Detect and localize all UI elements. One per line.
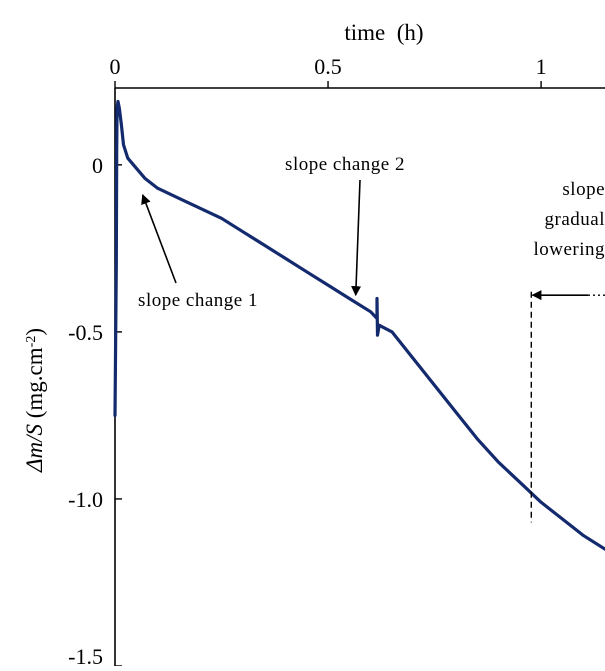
- annotations-layer: slope change 1 slope change 2 slope gradual…: [138, 154, 605, 523]
- x-axis-title: time (h): [344, 20, 423, 45]
- annotation-line: gradual: [545, 209, 605, 230]
- annotation-line: slope: [562, 179, 605, 200]
- x-tick-label: 1: [536, 54, 547, 79]
- annotation-line: slope change 2: [285, 154, 405, 175]
- series-layer: [113, 99, 605, 551]
- y-tick-label: 0: [92, 153, 103, 178]
- annotation-arrow: [141, 193, 177, 284]
- annotation-sgl: slope gradual lowering: [533, 179, 605, 260]
- y-axis-title-main: Δm/S: [22, 424, 47, 473]
- annotation-line: lowering: [533, 239, 605, 260]
- y-tick-label: -1.5: [68, 644, 103, 666]
- y-tick-label: -0.5: [68, 320, 103, 345]
- y-tick-label: -1.0: [68, 487, 103, 512]
- y-axis-title-close: ): [22, 328, 47, 336]
- y-axis-title-unit: (mg.cm: [22, 347, 47, 424]
- ticks-layer: 0 0.5 1 0 -0.5 -1.0 -1.5: [68, 54, 547, 669]
- annotation-arrow: [351, 179, 362, 297]
- x-tick-label: 0: [110, 54, 121, 79]
- annotation-sc1: slope change 1: [138, 290, 258, 311]
- y-axis-title: Δm/S (mg.cm-2): [22, 328, 47, 473]
- x-tick-label: 0.5: [314, 54, 342, 79]
- y-axis-title-sup: -2: [24, 336, 39, 348]
- annotation-sc2: slope change 2: [285, 154, 405, 175]
- annotation-line: slope change 1: [138, 290, 258, 311]
- series-line: [113, 99, 605, 551]
